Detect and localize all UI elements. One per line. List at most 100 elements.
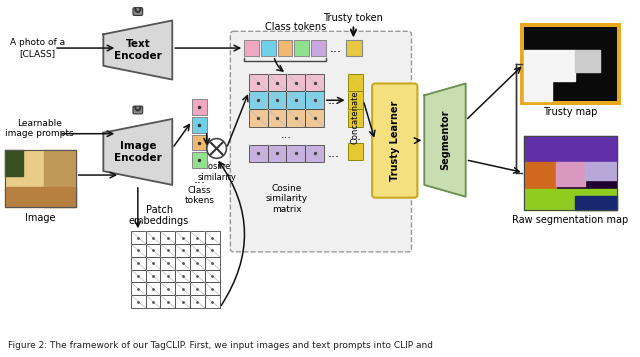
Bar: [131, 244, 146, 257]
Bar: [190, 295, 205, 308]
Bar: [175, 270, 190, 282]
Bar: [161, 257, 175, 270]
Bar: [244, 40, 259, 56]
Circle shape: [207, 139, 227, 158]
Bar: [278, 40, 292, 56]
Bar: [205, 231, 220, 244]
Text: Concatenate: Concatenate: [351, 90, 360, 144]
Polygon shape: [524, 161, 556, 189]
Bar: [175, 257, 190, 270]
Bar: [287, 91, 305, 109]
Text: Text
Encoder: Text Encoder: [114, 39, 162, 61]
Text: Raw segmentation map: Raw segmentation map: [513, 215, 628, 225]
Text: Cosine
similarity: Cosine similarity: [197, 162, 236, 182]
Bar: [294, 40, 309, 56]
Bar: [161, 231, 175, 244]
Bar: [146, 231, 161, 244]
Bar: [348, 109, 364, 127]
Bar: [305, 109, 324, 127]
Bar: [190, 231, 205, 244]
Bar: [192, 117, 207, 133]
Bar: [146, 295, 161, 308]
Bar: [524, 27, 617, 101]
Bar: [161, 244, 175, 257]
Bar: [287, 74, 305, 91]
Polygon shape: [575, 50, 600, 72]
Bar: [190, 282, 205, 295]
Text: Class
tokens: Class tokens: [184, 186, 214, 205]
Bar: [131, 295, 146, 308]
Text: Segmentor: Segmentor: [440, 110, 450, 170]
Bar: [192, 135, 207, 150]
Bar: [268, 74, 287, 91]
Bar: [268, 91, 287, 109]
FancyBboxPatch shape: [372, 84, 417, 198]
Bar: [5, 150, 76, 207]
Bar: [287, 145, 305, 162]
Bar: [161, 295, 175, 308]
Bar: [249, 109, 268, 127]
Bar: [192, 152, 207, 168]
Bar: [305, 145, 324, 162]
Bar: [268, 145, 287, 162]
Bar: [205, 270, 220, 282]
FancyBboxPatch shape: [133, 106, 143, 114]
Bar: [192, 99, 207, 115]
Polygon shape: [104, 119, 172, 185]
Bar: [131, 231, 146, 244]
Bar: [205, 257, 220, 270]
Text: ...: ...: [328, 94, 340, 107]
Text: Figure 2: The framework of our TagCLIP. First, we input images and text prompts : Figure 2: The framework of our TagCLIP. …: [8, 341, 433, 351]
Bar: [175, 231, 190, 244]
Bar: [268, 109, 287, 127]
Bar: [346, 40, 362, 56]
Bar: [190, 244, 205, 257]
Bar: [205, 244, 220, 257]
Text: Image: Image: [25, 213, 56, 223]
Bar: [311, 40, 326, 56]
Polygon shape: [44, 150, 76, 207]
Bar: [249, 145, 268, 162]
Bar: [146, 244, 161, 257]
Bar: [249, 74, 268, 91]
Bar: [190, 257, 205, 270]
Text: Trusty token: Trusty token: [323, 12, 383, 22]
Bar: [175, 244, 190, 257]
Polygon shape: [524, 50, 575, 101]
Bar: [146, 282, 161, 295]
Text: Image
Encoder: Image Encoder: [114, 141, 162, 163]
Bar: [287, 109, 305, 127]
FancyBboxPatch shape: [230, 31, 412, 252]
Bar: [161, 270, 175, 282]
Polygon shape: [424, 84, 466, 197]
Text: A photo of a
[CLASS]: A photo of a [CLASS]: [10, 38, 65, 58]
Bar: [205, 282, 220, 295]
Bar: [131, 282, 146, 295]
FancyBboxPatch shape: [133, 7, 143, 15]
Bar: [348, 74, 364, 91]
Bar: [249, 91, 268, 109]
Bar: [205, 295, 220, 308]
Text: ...: ...: [193, 173, 205, 186]
Bar: [131, 270, 146, 282]
Bar: [305, 74, 324, 91]
Bar: [190, 270, 205, 282]
Text: Learnable
image prompts: Learnable image prompts: [5, 119, 74, 139]
Bar: [146, 270, 161, 282]
Bar: [348, 91, 364, 109]
Polygon shape: [5, 187, 76, 207]
Text: ...: ...: [349, 130, 362, 143]
Polygon shape: [575, 196, 617, 210]
Bar: [146, 257, 161, 270]
Polygon shape: [584, 161, 617, 180]
Bar: [161, 282, 175, 295]
Text: ...: ...: [328, 147, 340, 160]
Text: Patch
embeddings: Patch embeddings: [129, 205, 189, 226]
Polygon shape: [556, 161, 584, 186]
Text: ...: ...: [281, 130, 292, 140]
Polygon shape: [5, 150, 44, 187]
Bar: [175, 282, 190, 295]
Bar: [524, 136, 617, 210]
Polygon shape: [524, 189, 617, 210]
Text: Cosine
similarity
matrix: Cosine similarity matrix: [266, 184, 308, 214]
